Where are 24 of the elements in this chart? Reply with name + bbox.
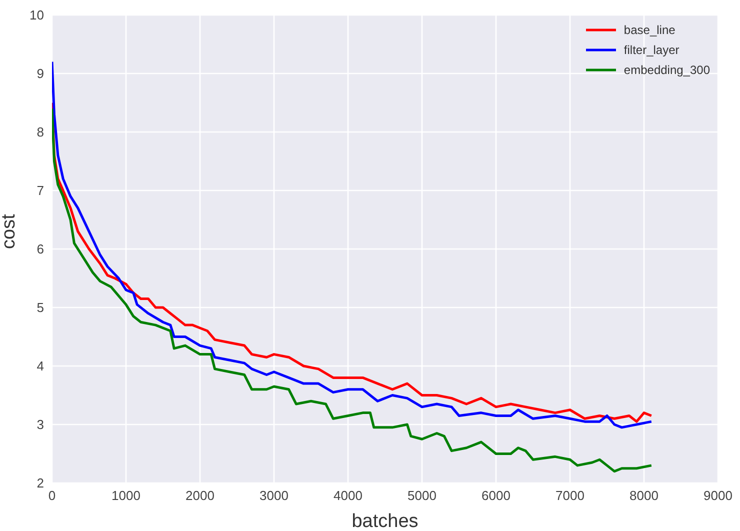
legend-label: filter_layer	[624, 43, 680, 57]
x-tick-label: 8000	[630, 488, 658, 504]
x-tick-label: 3000	[260, 488, 288, 504]
x-tick-label: 4000	[334, 488, 362, 504]
y-tick-label: 9	[36, 66, 44, 82]
y-tick-label: 5	[36, 300, 44, 316]
x-tick-label: 2000	[186, 488, 214, 504]
x-tick-label: 9000	[704, 488, 732, 504]
y-tick-label: 10	[30, 8, 44, 23]
y-tick-label: 8	[36, 124, 44, 140]
y-tick-label: 2	[36, 476, 44, 491]
legend-label: embedding_300	[624, 63, 710, 77]
y-tick-label: 6	[36, 242, 44, 257]
x-tick-label: 6000	[482, 488, 510, 504]
x-tick-label: 5000	[408, 488, 436, 504]
x-tick-label: 7000	[556, 488, 584, 504]
y-tick-label: 7	[36, 183, 44, 198]
y-axis-title: cost	[0, 213, 20, 249]
y-tick-label: 3	[36, 417, 44, 432]
y-tick-label: 4	[36, 358, 44, 374]
legend-label: base_line	[624, 23, 676, 37]
x-tick-label: 1000	[112, 488, 140, 504]
x-tick-label: 0	[48, 488, 56, 504]
x-axis-title: batches	[352, 511, 418, 531]
